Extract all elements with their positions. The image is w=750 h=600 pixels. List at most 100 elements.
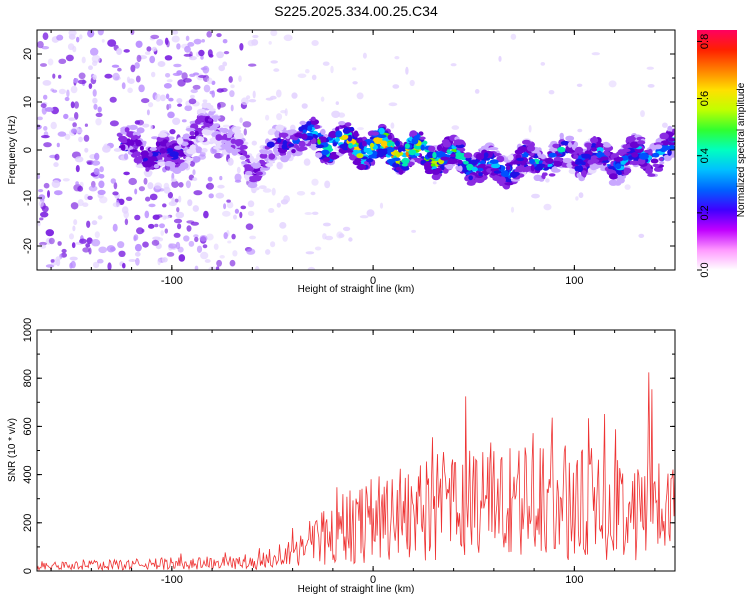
heatmap-noise-cell <box>186 220 195 224</box>
x-tick-label: 100 <box>565 275 583 287</box>
heatmap-ridge-cell <box>564 147 573 152</box>
heatmap-noise-cell <box>173 232 181 238</box>
colorbar-tick-label: 0.4 <box>699 148 711 163</box>
heatmap-ridge-cell <box>282 155 290 161</box>
heatmap-noise-cell <box>121 82 126 90</box>
heatmap-noise-cell <box>121 206 129 214</box>
heatmap-noise-cell <box>200 251 209 260</box>
heatmap-ridge-cell <box>208 118 212 122</box>
heatmap-noise-cell <box>169 129 176 135</box>
heatmap-noise-cell <box>268 208 275 213</box>
heatmap-noise-cell <box>149 193 158 201</box>
heatmap-noise-cell <box>112 202 121 208</box>
heatmap-noise-cell <box>173 63 182 68</box>
heatmap-ridge-cell <box>488 147 499 151</box>
heatmap-noise-cell <box>88 185 98 192</box>
heatmap-ridge-cell <box>321 149 330 155</box>
heatmap-noise-cell <box>297 73 307 79</box>
heatmap-noise-cell <box>193 234 199 238</box>
heatmap-ridge-cell <box>290 124 296 131</box>
heatmap-noise-cell <box>279 222 287 229</box>
heatmap-noise-cell <box>70 101 75 109</box>
heatmap-ridge-cell <box>573 141 579 148</box>
heatmap-noise-cell <box>187 199 193 207</box>
heatmap-ridge-cell <box>222 133 228 140</box>
heatmap-ridge-cell <box>306 121 312 126</box>
heatmap-noise-cell <box>94 231 100 239</box>
heatmap-ridge-cell <box>548 152 557 158</box>
heatmap-noise-cell <box>171 30 179 35</box>
heatmap-ridge-cell <box>615 163 622 170</box>
heatmap-noise-cell <box>498 55 502 62</box>
heatmap-noise-cell <box>330 65 334 74</box>
heatmap-noise-cell <box>57 131 67 137</box>
heatmap-ridge-cell <box>179 162 189 170</box>
heatmap-ridge-cell <box>581 153 592 159</box>
heatmap-noise-cell <box>276 161 283 170</box>
heatmap-noise-cell <box>157 61 166 67</box>
heatmap-noise-cell <box>162 203 167 208</box>
heatmap-ridge-cell <box>489 159 499 165</box>
heatmap-noise-cell <box>239 117 243 123</box>
heatmap-noise-cell <box>474 89 480 94</box>
heatmap-noise-cell <box>192 169 196 176</box>
heatmap-noise-cell <box>73 78 79 84</box>
heatmap-ridge-cell <box>347 134 353 142</box>
heatmap-noise-cell <box>226 199 231 203</box>
heatmap-noise-cell <box>233 214 237 220</box>
heatmap-noise-cell <box>282 234 288 242</box>
heatmap-noise-cell <box>70 202 79 210</box>
heatmap-noise-cell <box>203 84 211 93</box>
heatmap-ridge-cell <box>241 161 248 165</box>
heatmap-noise-cell <box>181 72 188 80</box>
heatmap-ridge-cell <box>423 161 433 169</box>
heatmap-noise-cell <box>362 52 367 59</box>
heatmap-noise-cell <box>134 243 142 252</box>
heatmap-noise-cell <box>189 94 195 99</box>
heatmap-ridge-cell <box>246 167 255 172</box>
heatmap-ridge-cell <box>638 152 649 160</box>
heatmap-noise-cell <box>56 142 60 148</box>
heatmap-ridge-cell <box>463 152 473 159</box>
heatmap-noise-cell <box>52 73 56 79</box>
heatmap-noise-cell <box>92 74 97 80</box>
heatmap-noise-cell <box>148 223 155 229</box>
heatmap-ridge-cell <box>506 165 511 171</box>
heatmap-noise-cell <box>50 259 55 263</box>
heatmap-noise-cell <box>145 196 151 202</box>
heatmap-noise-cell <box>185 180 191 189</box>
heatmap-noise-cell <box>280 110 287 114</box>
heatmap-ridge-cell <box>512 171 520 176</box>
heatmap-noise-cell <box>123 171 130 176</box>
colorbar-tick-label: 0.6 <box>699 91 711 106</box>
heatmap-noise-cell <box>322 222 331 227</box>
heatmap-ridge-cell <box>420 144 425 151</box>
heatmap-noise-cell <box>178 195 182 203</box>
heatmap-noise-cell <box>273 68 280 72</box>
colorbar-label: Normalized spectral amplitude <box>736 82 747 217</box>
heatmap-ridge-cell <box>288 143 294 147</box>
y-tick-label: 0 <box>22 568 34 574</box>
heatmap-ridge-cell <box>335 130 343 138</box>
heatmap-noise-cell <box>215 266 220 270</box>
heatmap-noise-cell <box>548 90 555 95</box>
heatmap-ridge-cell <box>582 170 587 178</box>
heatmap-noise-cell <box>68 33 76 40</box>
heatmap-noise-cell <box>296 191 306 196</box>
heatmap-noise-cell <box>98 180 105 189</box>
heatmap-noise-cell <box>151 46 157 52</box>
heatmap-ridge-cell <box>274 131 280 138</box>
heatmap-ridge-cell <box>445 164 453 170</box>
y-tick-label: 20 <box>22 48 34 60</box>
heatmap-noise-cell <box>168 243 177 249</box>
heatmap-ridge-cell <box>153 164 159 169</box>
heatmap-ridge-cell <box>457 159 463 164</box>
heatmap-ridge-cell <box>523 151 529 158</box>
heatmap-ridge-cell <box>145 167 150 172</box>
heatmap-ridge-cell <box>372 137 383 144</box>
heatmap-noise-cell <box>91 160 101 166</box>
heatmap-ridge-cell <box>530 164 535 172</box>
heatmap-noise-cell <box>57 241 62 246</box>
heatmap-noise-cell <box>37 116 43 121</box>
heatmap-ridge-cell <box>504 182 514 186</box>
